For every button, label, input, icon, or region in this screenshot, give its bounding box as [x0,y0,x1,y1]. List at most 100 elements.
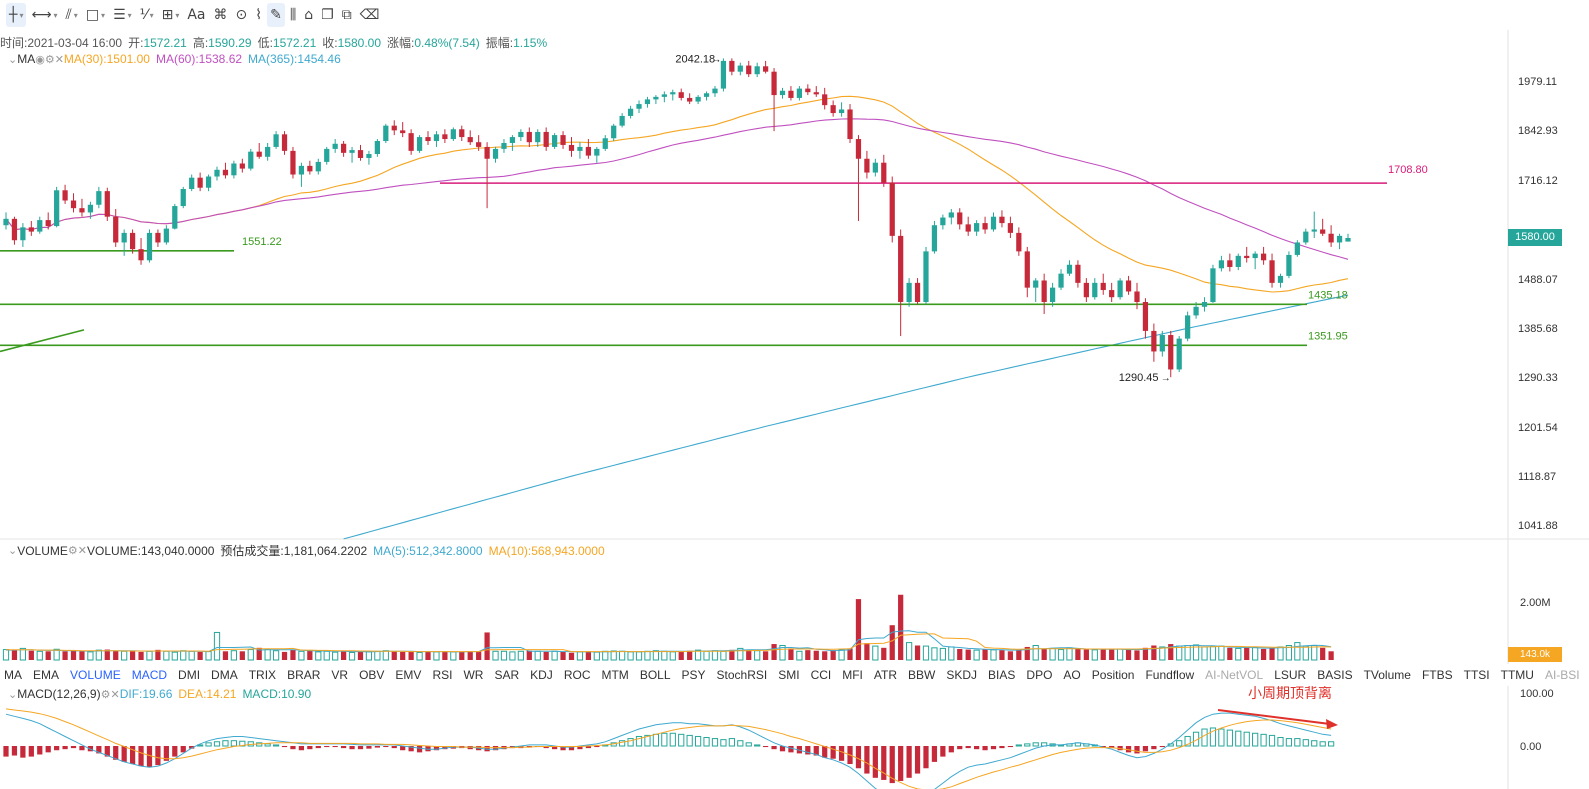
indicator-tab-macd[interactable]: MACD [131,668,168,682]
volume-bar [703,650,710,661]
macd-axis-tick: 100.00 [1520,688,1554,700]
volume-bar [239,651,245,660]
magnet-tool-button[interactable]: ⊙ [233,3,251,27]
indicator-tab-ttsi[interactable]: TTSI [1463,668,1490,682]
camera-tool-button[interactable]: ⧉ [339,3,355,27]
macd-histogram-bar [281,746,288,748]
indicator-tab-mfi[interactable]: MFI [842,668,863,682]
volume-bar [822,651,828,660]
volume-chart[interactable]: 2.00M [0,540,1589,664]
ma365-line [343,294,1349,540]
indicator-tab-bbw[interactable]: BBW [908,668,936,682]
caret-down-icon: ▾ [73,10,78,20]
volume-bar [62,651,68,660]
settings-icon[interactable]: ⚙ [67,545,78,557]
volume-bar [1285,645,1293,661]
indicator-tab-ai-bsi[interactable]: AI-BSI [1544,668,1580,682]
trend-line-tool-button[interactable]: ⫽ ▾ [63,3,81,27]
macd-chart[interactable]: 100.00 0.00 小周期顶背离 [0,686,1589,789]
indicator-tab-psy[interactable]: PSY [681,668,706,682]
candle-body [1092,282,1098,298]
indicator-tab-ema[interactable]: EMA [33,668,60,682]
macd-histogram-bar [290,746,296,750]
indicator-tab-lsur[interactable]: LSUR [1274,668,1307,682]
horizontal-line-tool-button[interactable]: ⟷ ▾ [28,3,60,27]
indicator-tab-tvolume[interactable]: TVolume [1363,668,1411,682]
price-axis-tick: 1201.54 [1518,422,1558,434]
magnet-icon: ⊙ [235,7,248,23]
candle-body [805,88,811,93]
indicator-tab-dpo[interactable]: DPO [1026,668,1053,682]
indicator-tab-obv[interactable]: OBV [359,668,385,682]
volume-bar [307,650,313,660]
collapse-chevron-icon[interactable]: ⌄ [8,53,18,66]
indicator-tab-kdj[interactable]: KDJ [530,668,553,682]
volume-bar [1277,646,1284,661]
copy-tool-button[interactable]: ❐ [318,3,337,27]
measure-tool-button[interactable]: ⊞ ▾ [159,3,183,27]
indicator-tab-roc[interactable]: ROC [563,668,591,682]
indicator-tab-atr[interactable]: ATR [873,668,898,682]
indicator-tab-trix[interactable]: TRIX [248,668,277,682]
indicator-tab-boll[interactable]: BOLL [639,668,671,682]
ratio-tool-button[interactable]: ⅟ ▾ [137,3,157,27]
indicator-tab-brar[interactable]: BRAR [287,668,321,682]
candle-body [476,142,482,147]
indicator-tab-cci[interactable]: CCI [810,668,832,682]
pencil-tool-button[interactable]: ✎ [267,3,285,27]
candle-body [847,109,853,140]
collapse-chevron-icon[interactable]: ⌄ [8,545,18,557]
rectangle-tool-button[interactable]: □ ▾ [83,3,108,27]
eye-icon[interactable]: ◉ [35,53,45,66]
close-icon[interactable]: ✕ [110,688,120,701]
fib-tool-button[interactable]: ☰ ▾ [110,3,135,27]
indicator-tab-ftbs[interactable]: FTBS [1421,668,1453,682]
volume-bar [205,651,212,661]
macd-histogram-bar [230,740,238,747]
macd-histogram-bar [1235,730,1242,747]
close-icon[interactable]: ✕ [77,545,87,557]
candle-body [813,92,819,95]
indicator-tab-fundflow[interactable]: Fundflow [1145,668,1195,682]
horizontal-line-icon: ⟷ [31,7,52,23]
indicator-tab-smi[interactable]: SMI [778,668,800,682]
candle-body [763,66,769,72]
indicator-tab-ai-netvol[interactable]: AI-NetVOL [1205,668,1264,682]
ruler-tool-button[interactable]: ⌇ [252,3,265,27]
indicator-tab-rsi[interactable]: RSI [432,668,453,682]
indicator-tab-position[interactable]: Position [1091,668,1135,682]
collapse-chevron-icon[interactable]: ⌄ [8,688,18,701]
macd-histogram-bar [1100,746,1106,748]
candle-body [1277,275,1284,283]
indicator-tab-dma[interactable]: DMA [211,668,238,682]
indicator-tab-ao[interactable]: AO [1063,668,1081,682]
indicator-tab-wr[interactable]: WR [463,668,484,682]
close-icon[interactable]: ✕ [54,53,64,66]
indicator-tab-stochrsi[interactable]: StochRSI [716,668,768,682]
indicator-tab-basis[interactable]: BASIS [1317,668,1353,682]
price-chart[interactable]: 1979.11 1842.93 1716.12 1580.00 1488.07 1385.… [0,30,1589,570]
trash-tool-button[interactable]: ⌫ [357,3,383,27]
indicator-tab-vr[interactable]: VR [331,668,349,682]
indicator-tab-emv[interactable]: EMV [395,668,422,682]
macd-histogram-bar [129,746,136,765]
text-tool-tool-button[interactable]: Aa [184,3,208,27]
indicator-tab-mtm[interactable]: MTM [601,668,629,682]
indicator-tab-ma[interactable]: MA [4,668,22,682]
indicator-tab-skdj[interactable]: SKDJ [946,668,978,682]
pattern-tool-button[interactable]: ⌘ [211,3,231,27]
indicator-tab-volume[interactable]: VOLUME [70,668,121,682]
lock-tool-button[interactable]: ⌂ [301,3,316,27]
indicator-tab-ttmu[interactable]: TTMU [1500,668,1534,682]
settings-icon[interactable]: ⚙ [44,53,55,66]
crosshair-tool-button[interactable]: ┼ ▾ [6,3,27,27]
indicator-tab-dmi[interactable]: DMI [178,668,201,682]
indicator-tab-sar[interactable]: SAR [494,668,520,682]
ruler-icon: ⌇ [255,7,263,23]
candle-body [1007,223,1014,233]
settings-icon[interactable]: ⚙ [100,688,111,701]
candle-tool-tool-button[interactable]: ⫼ [287,3,299,27]
candle-body [796,88,803,98]
indicator-tab-bias[interactable]: BIAS [988,668,1016,682]
volume-bar [87,651,94,661]
